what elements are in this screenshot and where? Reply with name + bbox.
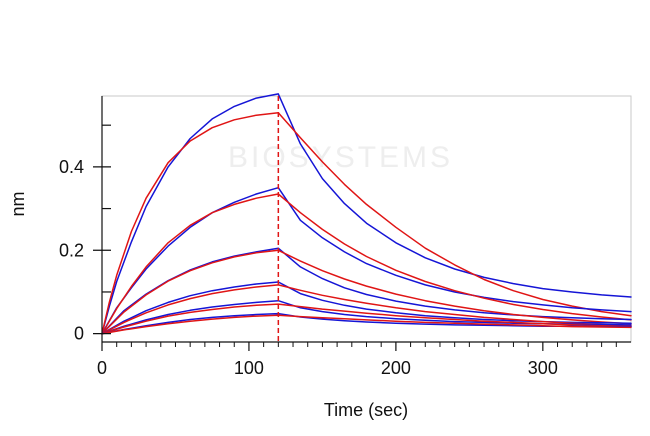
watermark-text: BIOSYSTEMS: [228, 141, 453, 174]
x-tick-label: 200: [381, 358, 411, 378]
ticks-layer: 0 100 200 300 0 0.2 0.4: [59, 124, 617, 378]
series-layer: [101, 93, 632, 335]
fit-curve-6: [101, 314, 632, 335]
y-tick-label: 0.4: [59, 157, 84, 177]
measured-curve-2: [101, 186, 632, 335]
fit-curve-5: [101, 303, 632, 335]
fit-curve-2: [101, 193, 632, 335]
x-tick-label: 0: [97, 358, 107, 378]
x-axis-label: Time (sec): [324, 400, 408, 420]
x-tick-label: 100: [234, 358, 264, 378]
y-tick-label: 0.2: [59, 240, 84, 260]
fit-curve-1: [101, 111, 632, 335]
fit-curve-3: [101, 249, 632, 335]
x-tick-label: 300: [528, 358, 558, 378]
measured-curve-1: [101, 93, 632, 335]
y-tick-label: 0: [74, 324, 84, 344]
fit-curve-4: [101, 284, 632, 335]
y-axis-label: nm: [8, 191, 28, 216]
